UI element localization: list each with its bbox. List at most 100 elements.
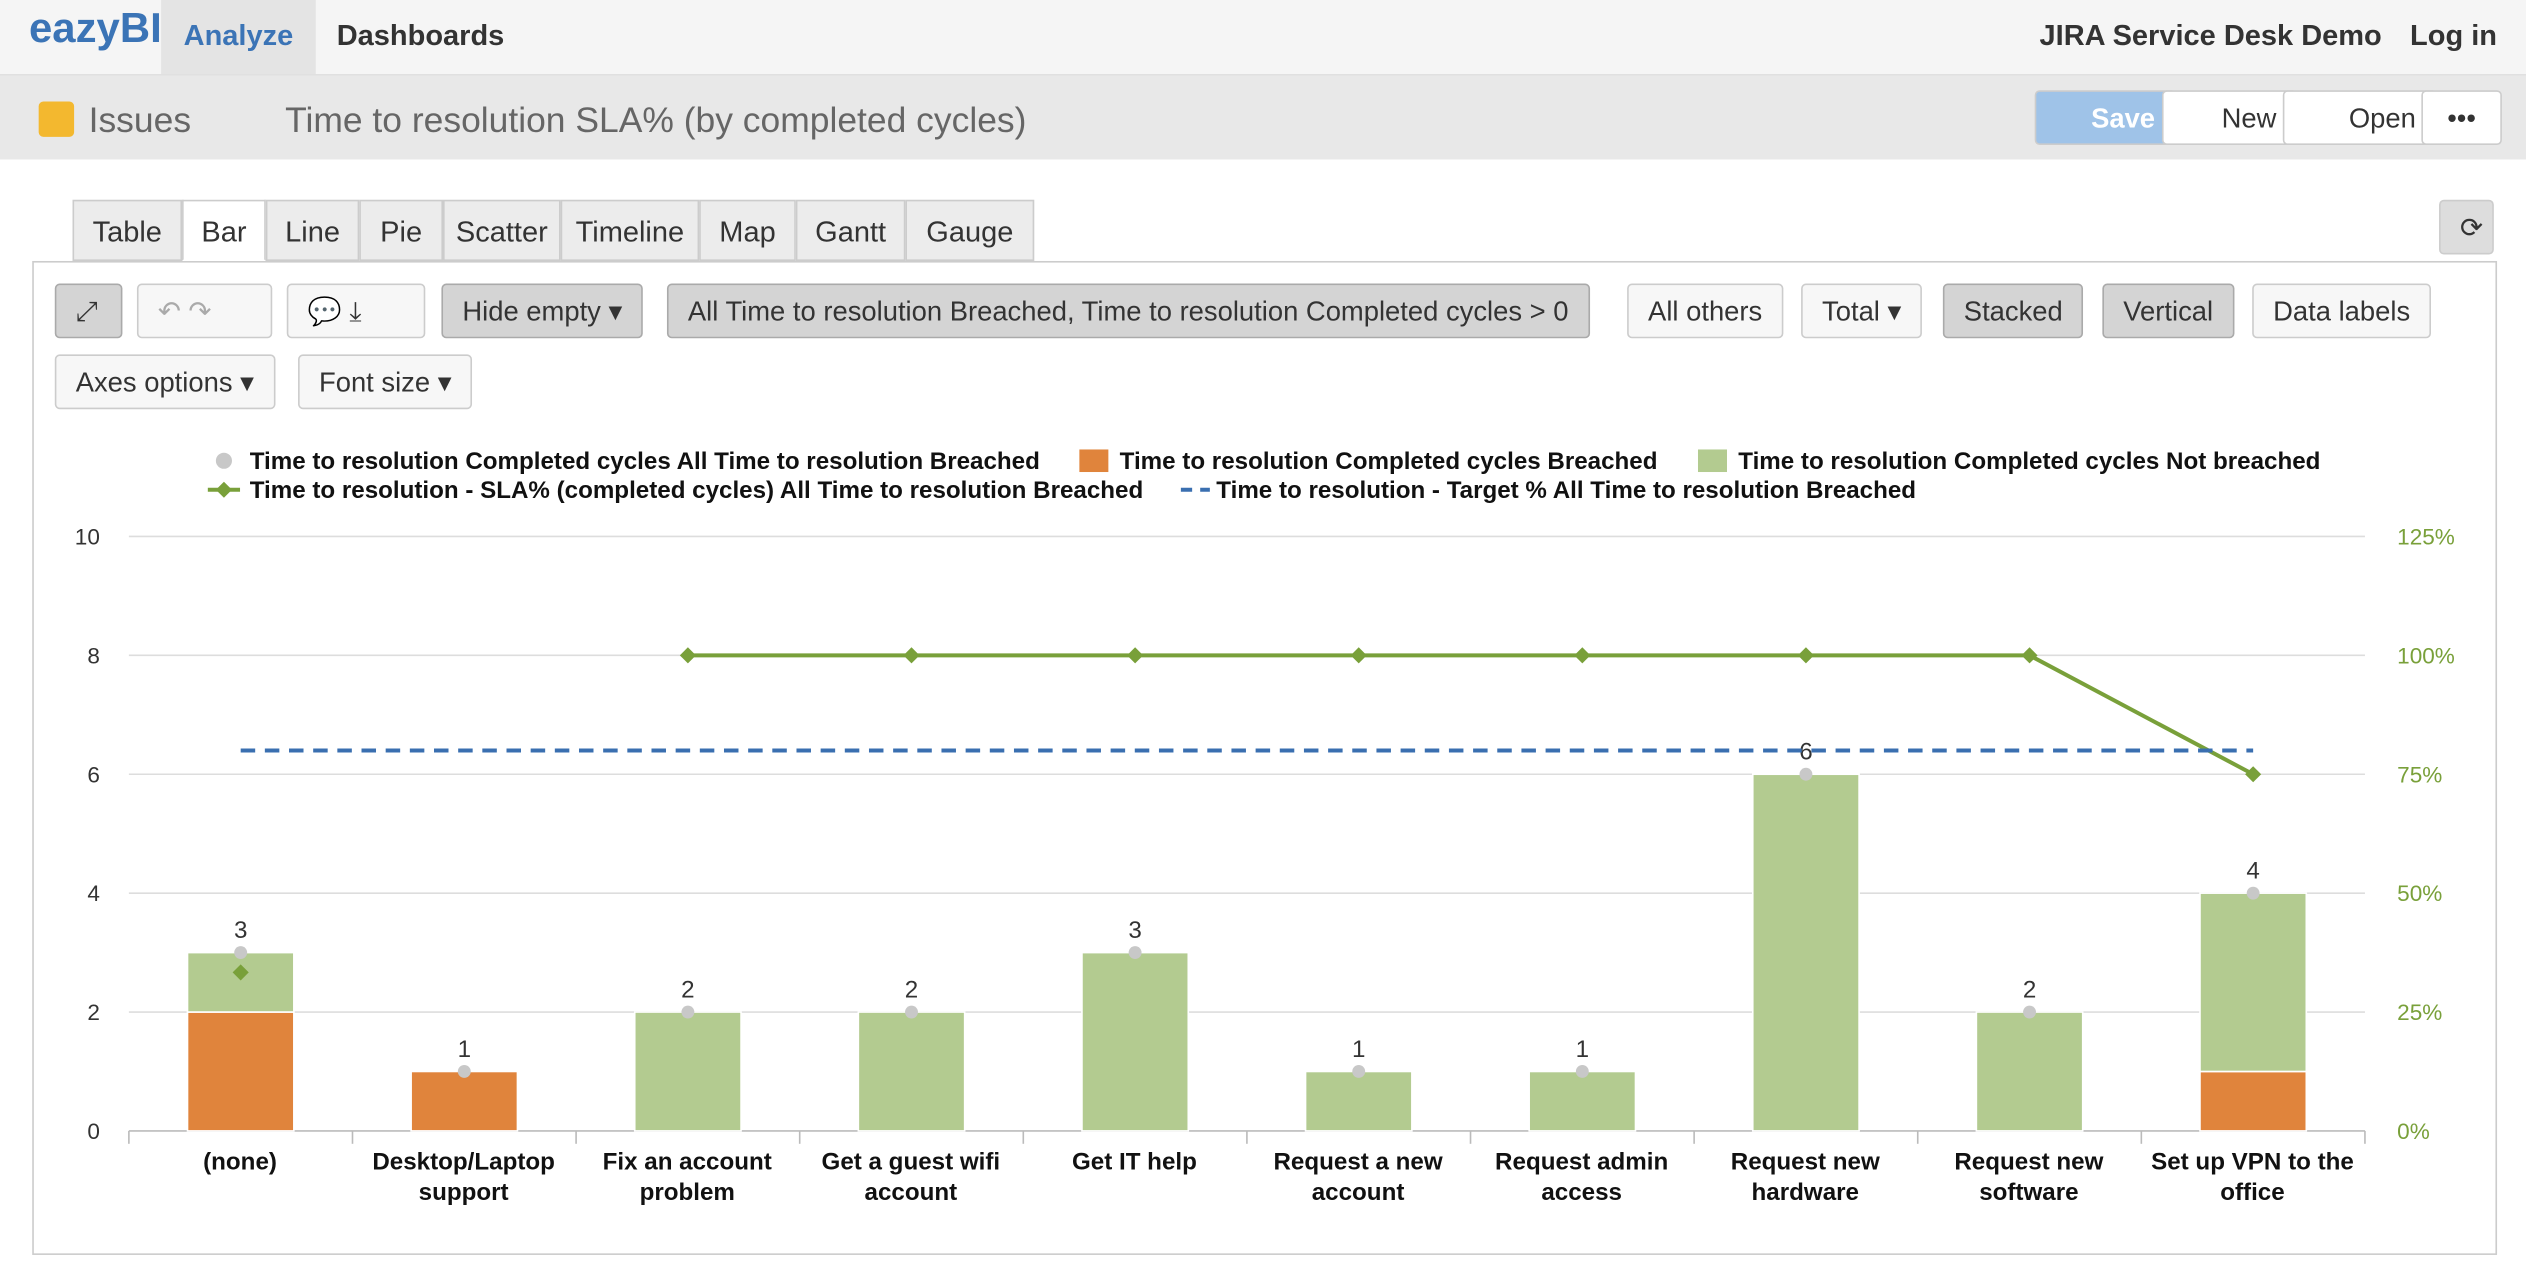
- view-tab[interactable]: Line: [265, 199, 360, 261]
- label: Total: [1822, 296, 1880, 328]
- more-button[interactable]: •••: [2421, 90, 2502, 145]
- label: Axes options: [75, 367, 233, 398]
- report-panel: [32, 260, 2498, 1255]
- stacked[interactable]: Stacked: [1942, 283, 2084, 339]
- sla-point: [2245, 766, 2262, 783]
- view-tab[interactable]: Map: [699, 199, 796, 261]
- x-tick-label: Get IT help: [1071, 1148, 1197, 1177]
- y-tick-label: 0: [87, 1119, 100, 1144]
- login[interactable]: Log in: [2410, 19, 2498, 52]
- legend-marker: [215, 452, 232, 469]
- total[interactable]: Total ▾: [1801, 283, 1923, 339]
- total-dot: [681, 1005, 695, 1019]
- x-tick-label: Request new software: [1954, 1148, 2104, 1207]
- axes-options[interactable]: Axes options ▾: [54, 354, 275, 410]
- y-tick-label: 8: [87, 643, 100, 668]
- sla-point: [903, 647, 920, 664]
- x-tick-label: (none): [203, 1148, 277, 1177]
- view-tab[interactable]: Bar: [182, 199, 266, 261]
- all-others[interactable]: All others: [1627, 283, 1784, 339]
- filter[interactable]: All Time to resolution Breached, Time to…: [666, 283, 1590, 339]
- data-label: 1: [458, 1036, 471, 1063]
- data-label: 2: [681, 977, 694, 1004]
- data-labels[interactable]: Data labels: [2252, 283, 2432, 339]
- comment-export[interactable]: 💬 ⤓: [286, 283, 426, 339]
- nav-tab[interactable]: Analyze: [161, 0, 316, 75]
- data-label: 3: [1128, 917, 1141, 944]
- save-button[interactable]: Save: [2034, 90, 2176, 145]
- total-dot: [905, 1005, 918, 1019]
- label: Font size: [318, 367, 431, 398]
- bar: [1081, 951, 1190, 1132]
- fullscreen-button[interactable]: ⤢: [54, 283, 123, 339]
- total-dot: [1128, 946, 1142, 960]
- hide-empty[interactable]: Hide empty ▾: [441, 283, 644, 339]
- data-label: 2: [905, 977, 918, 1004]
- legend-marker: [215, 481, 232, 498]
- data-label: 1: [1352, 1036, 1365, 1063]
- y-tick-label: 10: [75, 525, 100, 550]
- bar: [633, 1011, 742, 1132]
- bar: [1975, 1011, 2084, 1132]
- refresh-button[interactable]: ⟳: [2439, 199, 2494, 255]
- bar: [1751, 773, 1860, 1132]
- y2-tick-label: 50%: [2397, 881, 2442, 906]
- y2-tick-label: 75%: [2397, 762, 2442, 787]
- sla-point: [232, 964, 249, 981]
- sla-point: [1350, 647, 1367, 664]
- total-dot: [2246, 886, 2260, 900]
- x-tick-label: Fix an account problem: [602, 1148, 772, 1207]
- view-tab[interactable]: Table: [72, 199, 183, 261]
- undo-redo[interactable]: ↶ ↷: [136, 283, 273, 339]
- x-tick-label: Request new hardware: [1730, 1148, 1880, 1207]
- x-tick-label: Desktop/Laptop support: [372, 1148, 555, 1207]
- bar: [857, 1011, 966, 1132]
- x-tick-label: Request a new account: [1273, 1148, 1443, 1207]
- view-tab[interactable]: Gauge: [905, 199, 1035, 261]
- x-tick-label: Get a guest wifi account: [821, 1148, 1001, 1207]
- top-nav: [0, 0, 2526, 76]
- new-button[interactable]: New: [2161, 90, 2298, 145]
- open-button[interactable]: Open: [2282, 90, 2437, 145]
- data-label: 1: [1576, 1036, 1589, 1063]
- total-dot: [457, 1065, 471, 1078]
- nav-tab[interactable]: Dashboards: [336, 19, 505, 52]
- label: Hide empty: [462, 296, 601, 328]
- data-label: 3: [234, 917, 247, 944]
- legend-marker: [1697, 449, 1727, 473]
- sla-point: [1127, 647, 1144, 664]
- view-tab[interactable]: Scatter: [443, 199, 561, 261]
- total-dot: [2023, 1005, 2036, 1019]
- legend-label: Time to resolution Completed cycles All …: [250, 448, 1040, 475]
- logo[interactable]: eazyBI: [28, 3, 162, 52]
- data-label: 2: [2023, 977, 2036, 1004]
- y-tick-label: 6: [87, 762, 100, 787]
- bar: [2199, 892, 2308, 1073]
- x-tick-label: Request admin access: [1495, 1148, 1669, 1207]
- vertical[interactable]: Vertical: [2102, 283, 2235, 339]
- y-tick-label: 2: [87, 1000, 100, 1025]
- cube-link[interactable]: Issues: [88, 99, 192, 141]
- data-label: 4: [2246, 858, 2259, 885]
- bar: [1528, 1070, 1637, 1132]
- data-label: 6: [1799, 739, 1812, 766]
- view-tab[interactable]: Gantt: [795, 199, 906, 261]
- legend-label: Time to resolution - SLA% (completed cyc…: [250, 477, 1144, 504]
- bar: [186, 951, 295, 1013]
- y-tick-label: 4: [87, 881, 100, 906]
- account[interactable]: JIRA Service Desk Demo: [2039, 19, 2382, 52]
- view-tab[interactable]: Pie: [359, 199, 444, 261]
- sla-point: [679, 647, 696, 664]
- view-tab[interactable]: Timeline: [560, 199, 700, 261]
- font-size[interactable]: Font size ▾: [298, 354, 473, 410]
- report-title: Time to resolution SLA% (by completed cy…: [285, 99, 1027, 141]
- sla-point: [1574, 647, 1591, 664]
- bar: [186, 1011, 295, 1132]
- total-dot: [1575, 1065, 1589, 1078]
- bar: [410, 1070, 519, 1132]
- y2-tick-label: 25%: [2397, 1000, 2442, 1025]
- total-dot: [1352, 1065, 1366, 1078]
- total-dot: [1799, 767, 1813, 781]
